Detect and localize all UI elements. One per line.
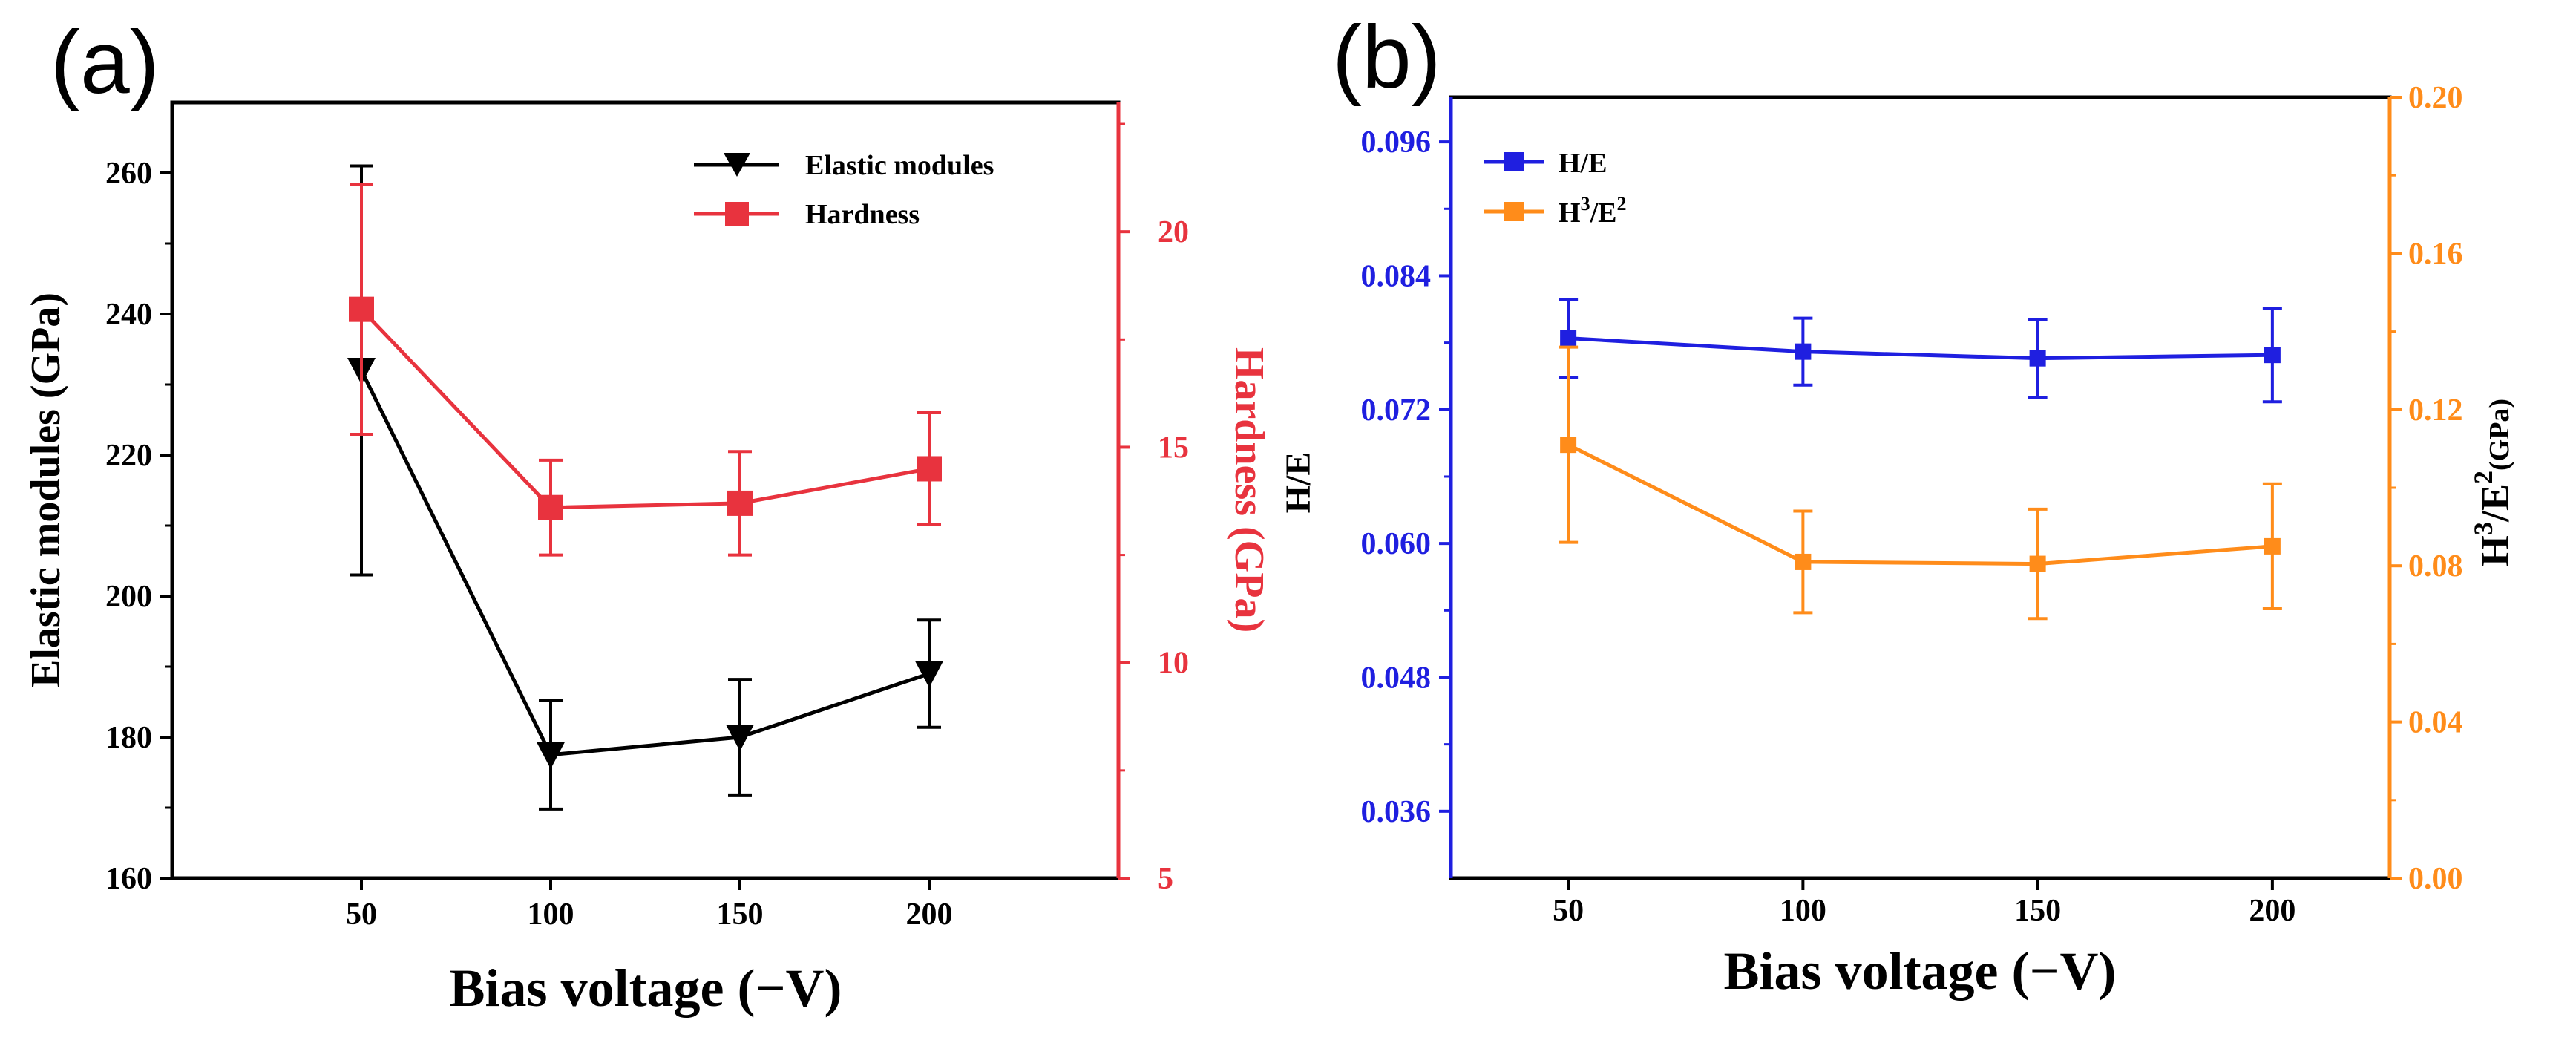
panel-b-right-ylabel: H3/E2(GPa) xyxy=(2468,399,2517,566)
x-tick-label: 50 xyxy=(1553,894,1584,928)
panel-b-series xyxy=(1559,298,2282,621)
x-tick-label: 200 xyxy=(2249,894,2295,928)
data-point-square xyxy=(917,456,942,482)
legend-he-label: H/E xyxy=(1559,148,1607,179)
left-y-tick-label: 0.096 xyxy=(1361,125,1432,160)
left-y-tick-label: 260 xyxy=(105,157,152,191)
panel-a-label: (a) xyxy=(50,13,160,112)
data-point-square xyxy=(349,296,374,322)
right-y-tick-label: 5 xyxy=(1158,862,1173,896)
x-tick-label: 150 xyxy=(2014,894,2061,928)
x-tick-label: 200 xyxy=(906,897,953,932)
data-point-square xyxy=(2029,350,2046,367)
data-point-square xyxy=(1795,553,1812,570)
series-1 xyxy=(349,183,942,557)
panel-a-plot-frame xyxy=(170,100,1121,880)
left-y-tick-label: 0.036 xyxy=(1361,795,1432,829)
panel-a-ticks: 50 100 150 200 160 180 200 220 240 260 5 10 15 20 xyxy=(105,122,1189,932)
data-point-square xyxy=(2264,537,2281,555)
right-y-tick-label: 20 xyxy=(1158,215,1189,249)
left-y-tick-label: 220 xyxy=(105,439,152,473)
x-tick-label: 50 xyxy=(346,897,377,932)
x-tick-label: 100 xyxy=(528,897,574,932)
data-point-square xyxy=(1795,343,1812,360)
panel-a: (a) 50 100 150 200 160 180 200 220 240 260 5 10 15 20… xyxy=(23,13,1272,1018)
left-y-tick-label: 0.060 xyxy=(1361,527,1432,561)
panel-b-ticks: 50 100 150 200 0.036 0.048 0.060 0.072 0.084 0.09… xyxy=(1361,81,2463,928)
data-point-square xyxy=(2264,347,2281,364)
panel-a-series xyxy=(347,164,943,811)
legend-elastic-marker xyxy=(724,153,750,177)
x-tick-label: 100 xyxy=(1780,894,1826,928)
right-y-tick-label: 10 xyxy=(1158,647,1189,681)
panel-a-left-ylabel: Elastic modules (GPa) xyxy=(23,292,69,687)
data-point-square xyxy=(2029,555,2046,572)
series-1 xyxy=(1559,345,2282,621)
legend-h3e2-marker xyxy=(1504,202,1524,221)
data-point-square xyxy=(727,490,753,516)
series-0 xyxy=(347,164,943,811)
left-y-tick-label: 200 xyxy=(105,580,152,614)
left-y-tick-label: 240 xyxy=(105,298,152,332)
panel-a-xlabel: Bias voltage (−V) xyxy=(450,958,842,1018)
legend-h3e2-label: H3/E2 xyxy=(1559,193,1626,229)
right-y-tick-label: 0.16 xyxy=(2408,237,2463,271)
right-y-tick-label: 0.08 xyxy=(2408,549,2463,583)
right-y-tick-label: 0.00 xyxy=(2408,862,2463,896)
panel-b-xlabel: Bias voltage (−V) xyxy=(1724,941,2117,1001)
right-y-tick-label: 0.04 xyxy=(2408,706,2463,740)
series-line xyxy=(1567,336,2272,361)
data-point-square xyxy=(538,494,563,520)
legend-hardness-marker xyxy=(725,202,749,226)
data-point-triangle xyxy=(726,725,754,751)
data-point-triangle xyxy=(537,742,565,769)
panel-b: (b) 50 100 150 200 0.036 0.048 0.060 0.072 0.084… xyxy=(1279,7,2517,1001)
legend-he-marker xyxy=(1504,152,1524,171)
data-point-square xyxy=(1560,330,1577,347)
legend-elastic-label: Elastic modules xyxy=(805,150,994,181)
panel-b-left-ylabel: H/E xyxy=(1279,452,1318,514)
left-y-tick-label: 0.048 xyxy=(1361,661,1432,695)
panel-a-legend: Elastic modules Hardness xyxy=(694,150,994,230)
right-y-tick-label: 0.20 xyxy=(2408,81,2463,115)
left-y-tick-label: 0.084 xyxy=(1361,259,1432,293)
data-point-square xyxy=(1560,437,1577,454)
legend-hardness-label: Hardness xyxy=(805,199,920,230)
series-line xyxy=(360,307,930,510)
left-y-tick-label: 0.072 xyxy=(1361,393,1432,428)
left-y-tick-label: 180 xyxy=(105,721,152,755)
x-tick-label: 150 xyxy=(717,897,764,932)
series-0 xyxy=(1559,298,2282,404)
left-y-tick-label: 160 xyxy=(105,862,152,896)
right-y-tick-label: 0.12 xyxy=(2408,393,2463,428)
panel-b-label: (b) xyxy=(1332,7,1441,107)
right-y-tick-label: 15 xyxy=(1158,431,1189,465)
series-line xyxy=(1567,442,2273,566)
panel-b-legend: H/E H3/E2 xyxy=(1484,148,1626,229)
panel-a-right-ylabel: Hardness (GPa) xyxy=(1226,347,1272,632)
series-line xyxy=(359,369,930,757)
data-point-triangle xyxy=(915,661,943,688)
